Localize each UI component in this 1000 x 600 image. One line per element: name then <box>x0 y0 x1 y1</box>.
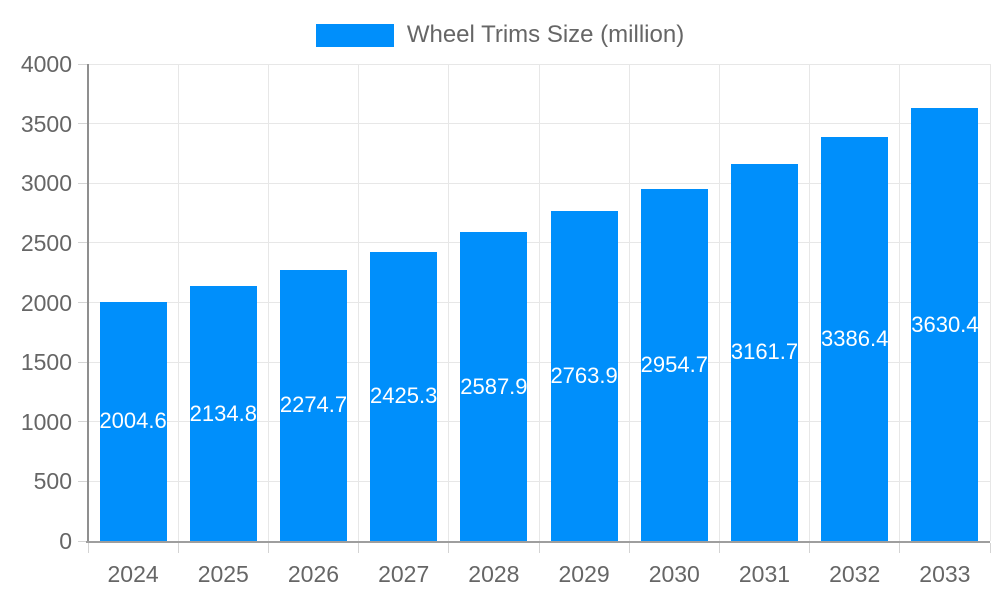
x-axis-tick <box>718 543 720 553</box>
legend: Wheel Trims Size (million) <box>0 21 1000 49</box>
bar[interactable]: 3386.4 <box>821 137 888 541</box>
x-gridline <box>538 64 540 541</box>
bar[interactable]: 3630.4 <box>911 108 979 541</box>
y-axis-label: 3500 <box>20 110 72 137</box>
legend-item[interactable]: Wheel Trims Size (million) <box>315 21 685 49</box>
y-axis-tick <box>78 63 88 65</box>
x-axis-label: 2033 <box>919 561 971 587</box>
bar-value-label: 2004.6 <box>99 408 167 434</box>
y-axis-tick <box>78 540 88 542</box>
y-axis-line <box>87 64 89 541</box>
x-axis-line <box>86 541 990 543</box>
x-gridline <box>899 64 901 541</box>
bar-value-label: 3161.7 <box>730 339 799 365</box>
y-axis-label: 3000 <box>20 170 72 197</box>
y-axis-tick <box>78 421 88 423</box>
bar[interactable]: 2134.8 <box>190 286 257 541</box>
bar[interactable]: 2763.9 <box>550 211 618 541</box>
x-gridline <box>358 64 360 541</box>
x-axis-label: 2030 <box>648 561 700 587</box>
x-axis-tick <box>87 543 89 553</box>
bar[interactable]: 2954.7 <box>640 188 708 541</box>
x-axis-label: 2027 <box>378 561 430 587</box>
x-axis-tick <box>538 543 540 553</box>
bar-value-label: 2763.9 <box>550 363 618 389</box>
bar[interactable]: 2274.7 <box>279 269 348 541</box>
x-axis-label: 2025 <box>197 561 249 587</box>
y-axis-label: 1000 <box>20 408 72 435</box>
x-axis-tick <box>899 543 901 553</box>
plot-area: 0 500 1000 1500 2000 2500 3000 3500 4000 2004.6 20… <box>21 51 991 587</box>
x-axis-tick <box>448 543 450 553</box>
y-axis-label: 500 <box>33 468 72 495</box>
x-axis-label: 2029 <box>558 561 610 587</box>
x-axis-tick <box>989 543 991 553</box>
bar[interactable]: 3161.7 <box>730 163 799 541</box>
bar[interactable]: 2587.9 <box>460 232 528 541</box>
x-axis-label: 2026 <box>287 561 340 587</box>
x-axis-tick <box>267 543 269 553</box>
bar-value-label: 2134.8 <box>189 400 257 426</box>
x-gridline <box>448 64 450 541</box>
bar[interactable]: 2004.6 <box>99 301 167 541</box>
x-gridline <box>809 64 811 541</box>
y-axis-tick <box>78 242 88 244</box>
bar[interactable]: 2425.3 <box>370 251 438 541</box>
bar-value-label: 2274.7 <box>279 392 348 418</box>
x-gridline <box>718 64 720 541</box>
x-gridline <box>267 64 269 541</box>
x-gridline <box>628 64 630 541</box>
x-axis-tick <box>358 543 360 553</box>
bar-value-label: 2954.7 <box>640 351 708 377</box>
y-axis-tick <box>78 302 88 303</box>
x-axis-tick <box>177 543 179 553</box>
y-axis-label: 2000 <box>20 289 72 316</box>
bar-value-label: 2587.9 <box>460 373 528 399</box>
bar-value-label: 3630.4 <box>911 311 979 337</box>
x-gridline <box>177 64 179 541</box>
y-axis-tick <box>78 182 88 184</box>
y-axis-tick <box>78 123 88 125</box>
bar-value-label: 2425.3 <box>370 383 438 409</box>
x-axis-tick <box>809 543 811 553</box>
bar-value-label: 3386.4 <box>821 326 889 352</box>
x-axis-tick <box>628 543 630 553</box>
y-axis-tick <box>78 480 88 482</box>
legend-swatch <box>315 23 394 47</box>
x-axis-label: 2032 <box>829 561 881 587</box>
legend-label: Wheel Trims Size (million) <box>406 21 685 48</box>
y-axis-label: 0 <box>59 528 72 554</box>
x-axis-label: 2024 <box>107 561 159 587</box>
y-axis-label: 4000 <box>20 51 72 77</box>
y-axis-label: 1500 <box>20 349 72 376</box>
y-axis-label: 2500 <box>20 229 72 256</box>
x-axis-label: 2031 <box>738 561 791 587</box>
y-axis-tick <box>78 361 88 363</box>
x-gridline <box>989 64 991 541</box>
x-axis-label: 2028 <box>468 561 520 587</box>
